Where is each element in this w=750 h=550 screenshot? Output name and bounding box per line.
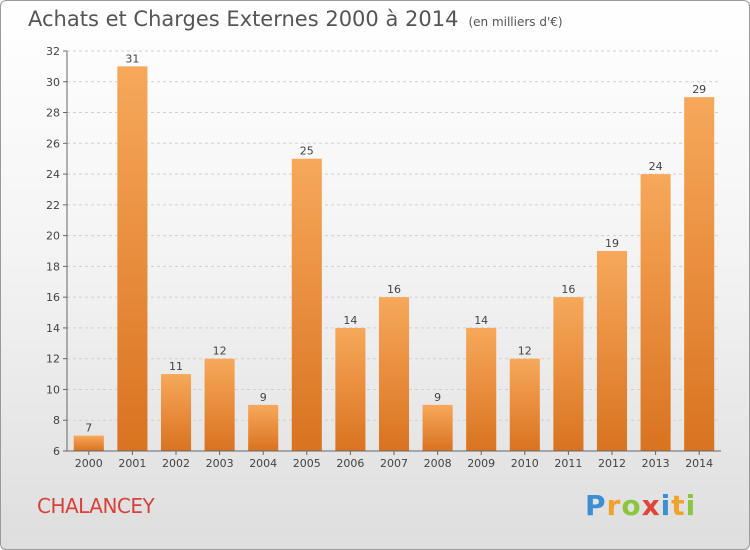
bar-value-label: 9 (260, 391, 267, 404)
x-tick-label: 2007 (380, 457, 408, 470)
x-tick-label: 2003 (206, 457, 234, 470)
logo-letter: i (685, 489, 697, 522)
y-tick-label: 14 (46, 322, 60, 335)
bar-value-label: 7 (85, 422, 92, 435)
x-tick-label: 2011 (554, 457, 582, 470)
bar-value-label: 19 (605, 237, 619, 250)
x-tick-label: 2009 (467, 457, 495, 470)
bar (248, 404, 279, 451)
logo-letter: i (660, 489, 672, 522)
y-tick-label: 18 (46, 260, 60, 273)
y-tick-label: 10 (46, 383, 60, 396)
bar (509, 358, 540, 451)
bar (204, 358, 235, 451)
bar (335, 327, 366, 451)
x-tick-label: 2004 (249, 457, 277, 470)
x-tick-label: 2002 (162, 457, 190, 470)
chart-title-text: Achats et Charges Externes 2000 à 2014 (28, 7, 459, 31)
y-tick-label: 28 (46, 107, 60, 120)
y-tick-label: 20 (46, 230, 60, 243)
bar (73, 435, 104, 451)
bar (466, 327, 497, 451)
x-tick-label: 2001 (118, 457, 146, 470)
logo-letter: r (606, 489, 622, 522)
x-tick-label: 2010 (511, 457, 539, 470)
y-tick-label: 22 (46, 199, 60, 212)
logo-letter: o (621, 489, 642, 522)
axes (63, 50, 721, 455)
bar (422, 404, 453, 451)
x-tick-label: 2005 (293, 457, 321, 470)
bar-value-label: 24 (649, 160, 663, 173)
x-tick-label: 2008 (424, 457, 452, 470)
x-tick-label: 2013 (642, 457, 670, 470)
labels: 6 8 10 12 14 16 18 20 22 24 26 28 30 32 7 2000 31 2001 11 2… (46, 45, 713, 470)
location-name: CHALANCEY (37, 494, 155, 518)
proxiti-logo[interactable]: Proxiti (585, 489, 696, 522)
y-tick-label: 30 (46, 76, 60, 89)
y-tick-label: 26 (46, 137, 60, 150)
bar-value-label: 16 (561, 283, 575, 296)
x-tick-label: 2000 (75, 457, 103, 470)
logo-letter: t (671, 489, 686, 522)
x-tick-label: 2014 (685, 457, 713, 470)
y-tick-label: 12 (46, 353, 60, 366)
bar-value-label: 11 (169, 360, 183, 373)
bar-value-label: 12 (518, 345, 532, 358)
x-tick-label: 2006 (336, 457, 364, 470)
bar (640, 174, 671, 452)
bar (291, 158, 322, 451)
logo-letter: x (641, 489, 661, 522)
chart-title: Achats et Charges Externes 2000 à 2014 (e… (28, 7, 563, 31)
y-tick-label: 32 (46, 45, 60, 58)
bar (160, 374, 192, 451)
y-tick-label: 6 (53, 445, 60, 458)
bar-value-label: 29 (692, 83, 706, 96)
y-tick-label: 8 (53, 414, 60, 427)
bars (73, 66, 715, 452)
chart-unit: (en milliers d'€) (468, 15, 563, 29)
bar (378, 297, 410, 451)
bar-value-label: 14 (474, 314, 488, 327)
bar-value-label: 25 (300, 145, 314, 158)
y-tick-label: 16 (46, 291, 60, 304)
x-tick-label: 2012 (598, 457, 626, 470)
bar-value-label: 16 (387, 283, 401, 296)
bar (684, 97, 715, 452)
logo-letter: P (585, 489, 607, 522)
y-tick-label: 24 (46, 168, 60, 181)
bar (596, 251, 628, 451)
bar-value-label: 9 (434, 391, 441, 404)
bar-value-label: 31 (125, 52, 139, 65)
bar (553, 297, 584, 451)
bar-value-label: 12 (213, 345, 227, 358)
bar-value-label: 14 (343, 314, 357, 327)
bar (117, 66, 148, 451)
